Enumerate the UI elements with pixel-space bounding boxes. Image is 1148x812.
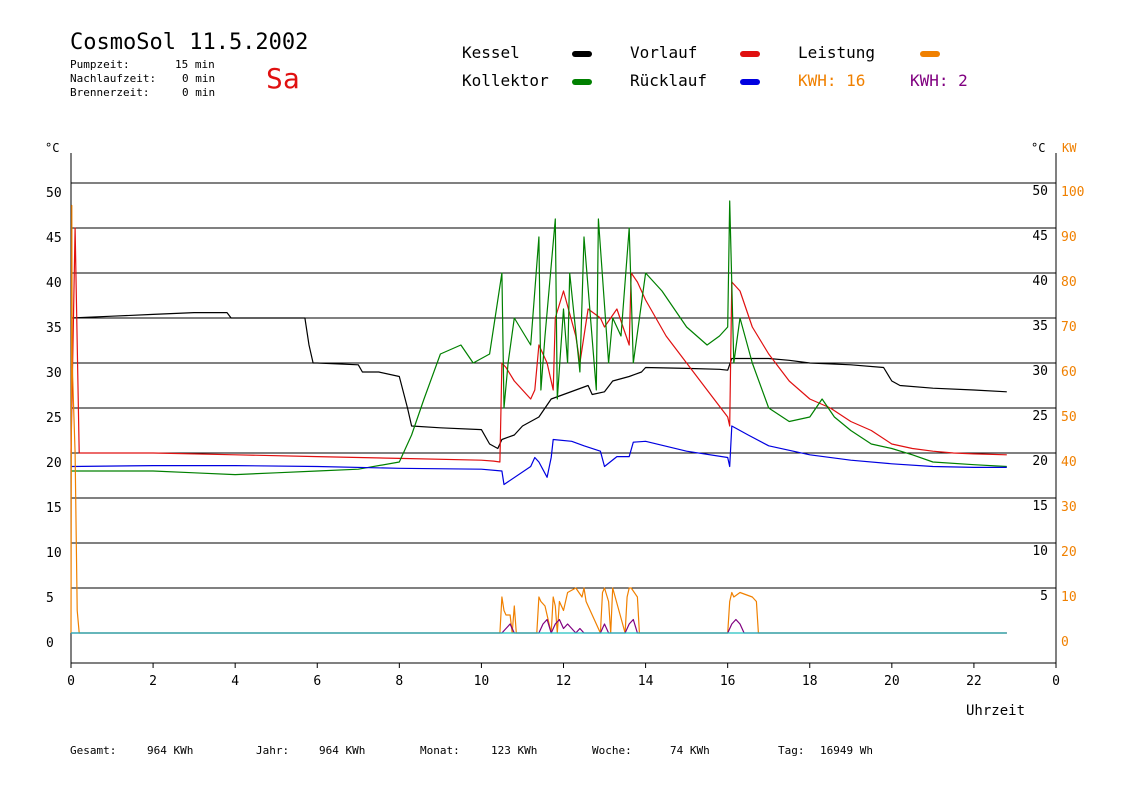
footer-label-gesamt: Gesamt: — [70, 744, 117, 757]
legend-label-kollektor: Kollektor — [462, 71, 549, 90]
y-right-tick-label-45: 45 — [1032, 229, 1048, 244]
x-tick-label-6: 12 — [556, 674, 572, 689]
footer-label-monat: Monat: — [420, 744, 460, 757]
stat-label-pumpzeit: Pumpzeit: — [70, 58, 130, 71]
x-tick-label-2: 4 — [231, 674, 239, 689]
legend-label-leistung: Leistung — [798, 43, 876, 62]
y-left-tick-label-25: 25 — [46, 411, 62, 426]
y-right2-tick-label-90: 90 — [1061, 230, 1077, 245]
series-line-kwh — [71, 618, 1007, 634]
y-left-tick-label-15: 15 — [46, 501, 62, 516]
chart-grid — [71, 182, 1056, 589]
footer-value-jahr: 964 KWh — [319, 744, 366, 757]
y-right2-tick-label-100: 100 — [1061, 185, 1084, 200]
footer-label-jahr: Jahr: — [256, 744, 290, 757]
y-left-tick-label-35: 35 — [46, 321, 62, 336]
footer-value-gesamt: 964 KWh — [147, 744, 194, 757]
stat-value-nachlaufzeit: 0 min — [182, 72, 216, 85]
x-tick-label-5: 10 — [474, 674, 490, 689]
x-tick-label-7: 14 — [638, 674, 654, 689]
y-left-unit: °C — [45, 141, 59, 155]
x-tick-label-0: 0 — [67, 674, 75, 689]
x-tick-label-11: 22 — [966, 674, 982, 689]
footer-label-woche: Woche: — [592, 744, 632, 757]
y-right-tick-label-40: 40 — [1032, 274, 1048, 289]
legend-swatch-vorlauf — [740, 51, 760, 57]
legend-label-ruecklauf: Rücklauf — [630, 71, 708, 90]
y-right-tick-label-25: 25 — [1032, 409, 1048, 424]
y-right2-tick-label-30: 30 — [1061, 500, 1077, 515]
stat-value-pumpzeit: 15 min — [175, 58, 215, 71]
kwh-purple-label: KWH: 2 — [910, 71, 968, 90]
y-right2-unit: KW — [1062, 141, 1077, 155]
y-right2-tick-label-80: 80 — [1061, 275, 1077, 290]
day-label: Sa — [266, 62, 300, 95]
footer-value-tag: 16949 Wh — [820, 744, 873, 757]
x-tick-label-4: 8 — [395, 674, 403, 689]
legend-label-vorlauf: Vorlauf — [630, 43, 698, 62]
y-right-tick-label-50: 50 — [1032, 184, 1048, 199]
x-tick-label-3: 6 — [313, 674, 321, 689]
y-right-unit: °C — [1031, 141, 1045, 155]
x-tick-label-1: 2 — [149, 674, 157, 689]
y-right-tick-label-15: 15 — [1032, 499, 1048, 514]
y-left-tick-label-50: 50 — [46, 186, 62, 201]
x-tick-label-9: 18 — [802, 674, 818, 689]
y-left-tick-label-0: 0 — [46, 636, 54, 651]
footer-label-tag: Tag: — [778, 744, 805, 757]
y-right2-tick-label-50: 50 — [1061, 410, 1077, 425]
legend-swatch-kessel — [572, 51, 592, 57]
legend-swatch-ruecklauf — [740, 79, 760, 85]
y-right-tick-label-5: 5 — [1040, 589, 1048, 604]
y-left-tick-label-45: 45 — [46, 231, 62, 246]
y-right2-tick-label-0: 0 — [1061, 635, 1069, 650]
x-tick-label-8: 16 — [720, 674, 736, 689]
y-right2-tick-label-40: 40 — [1061, 455, 1077, 470]
stat-label-brennerzeit: Brennerzeit: — [70, 86, 150, 99]
series-line-rcklauf — [70, 425, 1007, 486]
y-left-tick-label-10: 10 — [46, 546, 62, 561]
stat-value-brennerzeit: 0 min — [182, 86, 216, 99]
chart-ticks: 0 2 4 6 8 10 12 14 16 18 20 22 005101520253035404550… — [46, 184, 1084, 689]
y-right2-tick-label-10: 10 — [1061, 590, 1077, 605]
y-right-tick-label-20: 20 — [1032, 454, 1048, 469]
legend-label-kessel: Kessel — [462, 43, 520, 62]
x-tick-label-10: 20 — [884, 674, 900, 689]
legend-swatch-leistung — [920, 51, 940, 57]
y-left-tick-label-30: 30 — [46, 366, 62, 381]
y-right2-tick-label-60: 60 — [1061, 365, 1077, 380]
series-line-kessel — [70, 312, 1007, 450]
y-right2-tick-label-20: 20 — [1061, 545, 1077, 560]
y-left-tick-label-20: 20 — [46, 456, 62, 471]
kwh-leistung-label: KWH: 16 — [798, 71, 866, 90]
footer-value-monat: 123 KWh — [491, 744, 538, 757]
series-line-kollektor — [71, 200, 1007, 476]
y-left-tick-label-5: 5 — [46, 591, 54, 606]
series-line-leistung — [70, 204, 1007, 634]
y-right-tick-label-10: 10 — [1032, 544, 1048, 559]
x-tick-label-12: 0 — [1052, 674, 1060, 689]
y-right2-tick-label-70: 70 — [1061, 320, 1077, 335]
y-right-tick-label-30: 30 — [1032, 364, 1048, 379]
y-left-tick-label-40: 40 — [46, 276, 62, 291]
footer-value-woche: 74 KWh — [670, 744, 710, 757]
x-axis-label: Uhrzeit — [966, 703, 1025, 719]
page-title: CosmoSol 11.5.2002 — [70, 30, 309, 55]
stat-label-nachlaufzeit: Nachlaufzeit: — [70, 72, 157, 85]
y-right-tick-label-35: 35 — [1032, 319, 1048, 334]
chart-series — [70, 200, 1007, 634]
legend-swatch-kollektor — [572, 79, 592, 85]
